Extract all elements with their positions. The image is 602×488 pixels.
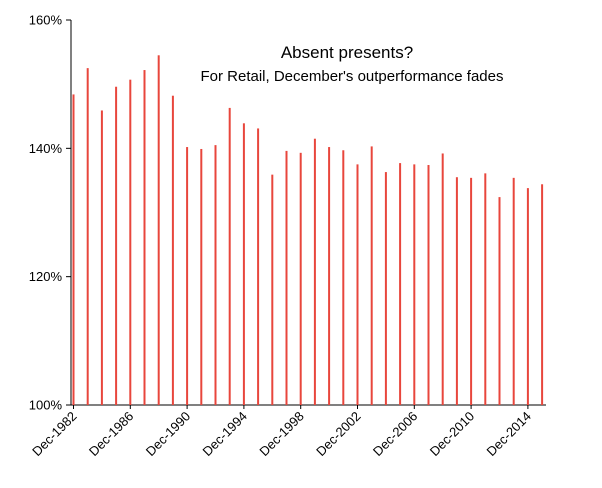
y-tick-label: 120% <box>29 269 63 284</box>
bar <box>143 70 146 406</box>
bar <box>129 79 132 406</box>
x-tick-label: Dec-2006 <box>370 409 420 459</box>
bar <box>512 177 515 405</box>
chart-subtitle: For Retail, December's outperformance fa… <box>201 68 504 85</box>
y-tick-label: 140% <box>29 141 63 156</box>
bar <box>200 148 203 405</box>
bar <box>484 173 487 405</box>
bar <box>441 153 444 405</box>
bar <box>541 184 544 405</box>
bar <box>413 164 416 405</box>
bar <box>242 123 245 405</box>
x-tick-label: Dec-2014 <box>484 409 534 459</box>
bar <box>228 107 231 406</box>
x-tick-label: Dec-1990 <box>143 409 193 459</box>
x-tick-label: Dec-2002 <box>313 409 363 459</box>
bar <box>498 197 501 405</box>
bar <box>455 177 458 405</box>
x-tick-label: Dec-1982 <box>29 409 79 459</box>
bar <box>115 86 118 405</box>
y-tick-label: 100% <box>29 398 63 413</box>
bar <box>299 152 302 405</box>
x-tick-label: Dec-2010 <box>427 409 477 459</box>
bar <box>313 138 316 406</box>
bar <box>257 128 260 406</box>
chart-title: Absent presents? <box>281 43 413 62</box>
x-tick-label: Dec-1994 <box>200 409 250 459</box>
bar <box>427 165 430 405</box>
x-tick-label: Dec-1986 <box>86 409 136 459</box>
bar <box>399 163 402 405</box>
bar <box>342 150 345 405</box>
bar <box>370 146 373 406</box>
bar <box>470 177 473 405</box>
y-axis-ticks: 100% 120% 140% 160% <box>29 13 71 413</box>
bar <box>72 94 75 405</box>
bar <box>171 95 174 405</box>
bar <box>100 110 103 405</box>
bar <box>86 68 89 405</box>
bars <box>72 55 544 406</box>
x-axis-ticks: Dec-1982 Dec-1986 Dec-1990 Dec-1994 Dec-1998… <box>29 405 534 459</box>
bar <box>271 174 274 405</box>
bar <box>384 172 387 405</box>
y-tick-label: 160% <box>29 13 63 28</box>
bar <box>285 150 288 405</box>
x-tick-label: Dec-1998 <box>256 409 306 459</box>
bar <box>356 164 359 405</box>
bar <box>186 147 189 406</box>
bar <box>328 147 331 406</box>
bar <box>214 145 217 405</box>
bar <box>157 55 160 406</box>
bar <box>526 188 529 405</box>
